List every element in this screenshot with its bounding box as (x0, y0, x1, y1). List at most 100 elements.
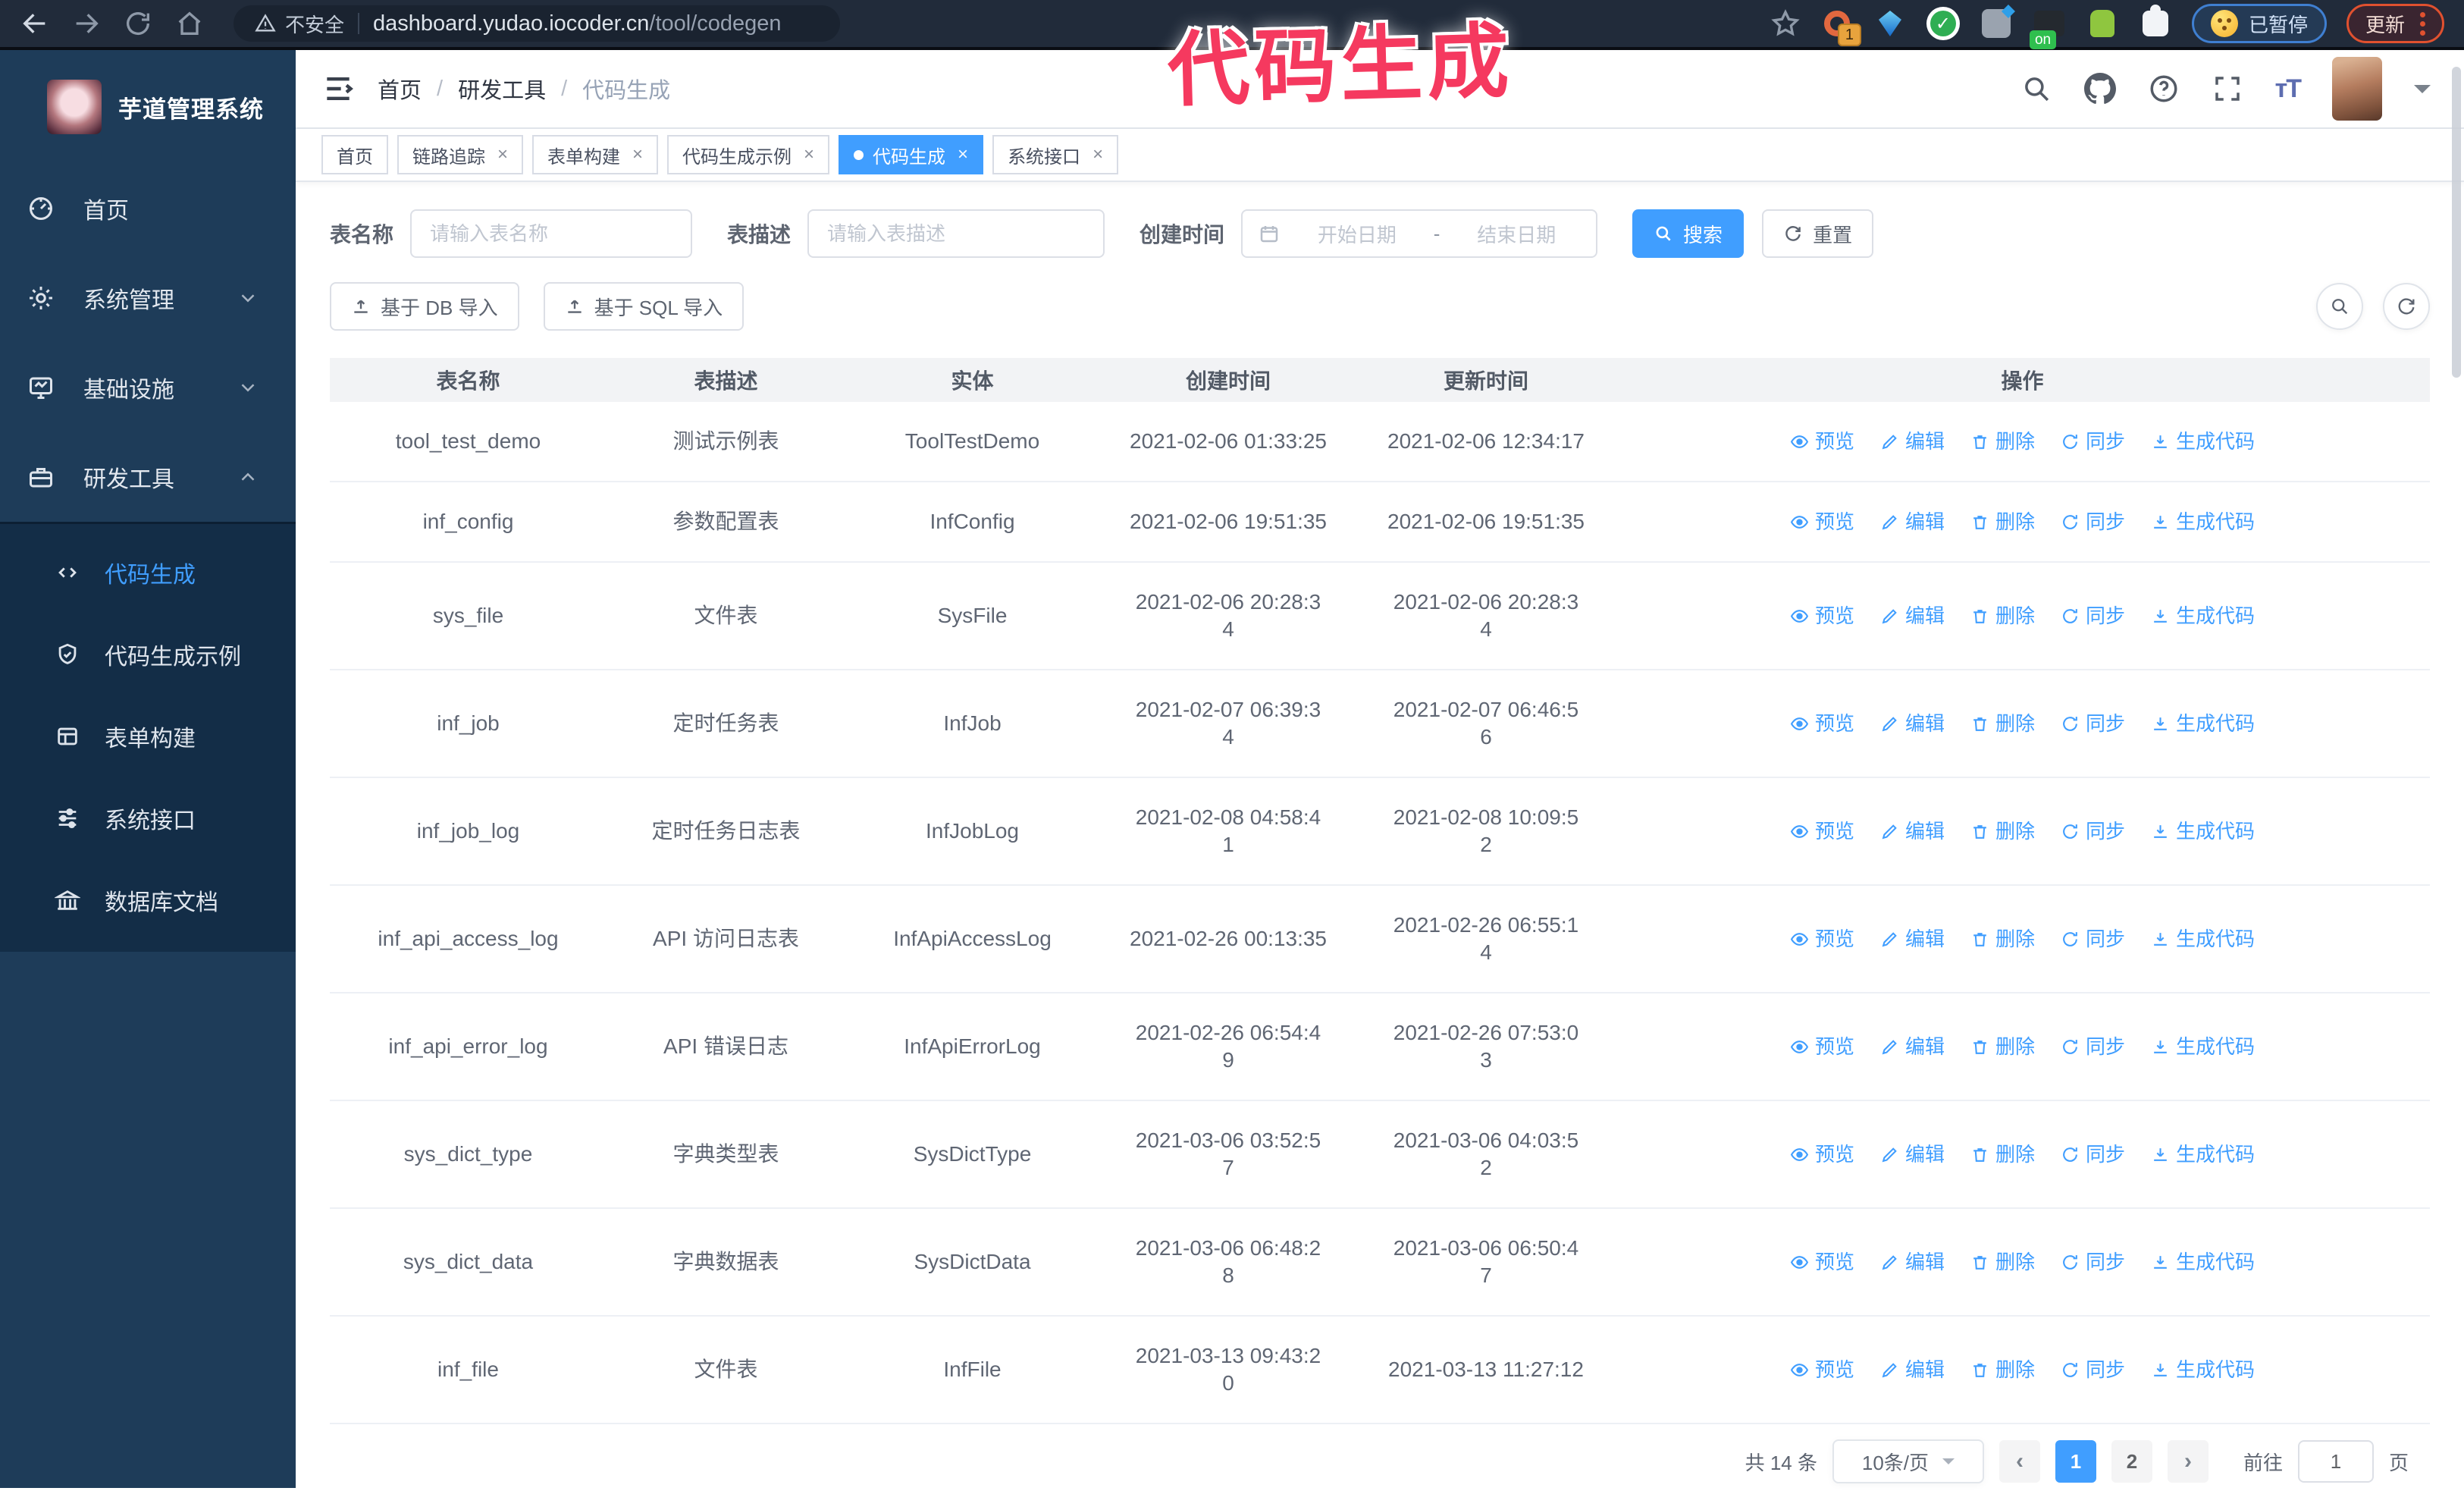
edit-link[interactable]: 编辑 (1880, 508, 1945, 535)
forward-icon[interactable] (71, 8, 102, 39)
edit-link[interactable]: 编辑 (1880, 602, 1945, 629)
next-page-button[interactable]: › (2167, 1440, 2209, 1483)
delete-link[interactable]: 删除 (1970, 1356, 2035, 1383)
preview-link[interactable]: 预览 (1790, 710, 1854, 737)
delete-link[interactable]: 删除 (1970, 925, 2035, 953)
generate-code-link[interactable]: 生成代码 (2151, 508, 2255, 535)
goto-page-input[interactable] (2297, 1440, 2374, 1483)
address-bar[interactable]: 不安全 dashboard.yudao.iocoder.cn/tool/code… (234, 5, 840, 42)
generate-code-link[interactable]: 生成代码 (2151, 1141, 2255, 1168)
search-icon[interactable] (2020, 73, 2052, 105)
url-text[interactable]: dashboard.yudao.iocoder.cn/tool/codegen (373, 11, 782, 36)
sync-link[interactable]: 同步 (2061, 710, 2125, 737)
preview-link[interactable]: 预览 (1790, 1033, 1854, 1060)
search-button[interactable]: 搜索 (1632, 209, 1745, 258)
sidebar-item-form-builder[interactable]: 表单构建 (0, 695, 296, 777)
delete-link[interactable]: 删除 (1970, 508, 2035, 535)
sync-link[interactable]: 同步 (2061, 818, 2125, 845)
preview-link[interactable]: 预览 (1790, 1248, 1854, 1276)
close-icon[interactable]: × (497, 144, 509, 165)
sidebar-item-system-api[interactable]: 系统接口 (0, 777, 296, 859)
security-warning[interactable]: 不安全 (255, 10, 344, 38)
generate-code-link[interactable]: 生成代码 (2151, 925, 2255, 953)
sidebar-item-codegen[interactable]: 代码生成 (0, 532, 296, 614)
prev-page-button[interactable]: ‹ (1998, 1440, 2040, 1483)
font-size-icon[interactable]: тT (2274, 74, 2302, 103)
sidebar-item-infra[interactable]: 基础设施 (0, 343, 296, 432)
tab-codegen-demo[interactable]: 代码生成示例 × (667, 135, 830, 174)
sidebar-item-system[interactable]: 系统管理 (0, 253, 296, 343)
extension-check-icon[interactable]: ✓ (1926, 7, 1960, 40)
sidebar-logo[interactable]: 芋道管理系统 (0, 50, 296, 164)
sidebar-item-devtools[interactable]: 研发工具 (0, 432, 296, 522)
close-icon[interactable]: × (632, 144, 644, 165)
home-icon[interactable] (174, 8, 205, 39)
avatar-caret-down-icon[interactable] (2414, 85, 2431, 102)
sync-link[interactable]: 同步 (2061, 925, 2125, 953)
extension-gem-icon[interactable] (1873, 7, 1907, 40)
edit-link[interactable]: 编辑 (1880, 710, 1945, 737)
generate-code-link[interactable]: 生成代码 (2151, 428, 2255, 455)
db-import-button[interactable]: 基于 DB 导入 (330, 282, 519, 331)
scrollbar-thumb[interactable] (2452, 67, 2461, 378)
generate-code-link[interactable]: 生成代码 (2151, 602, 2255, 629)
delete-link[interactable]: 删除 (1970, 710, 2035, 737)
github-icon[interactable] (2083, 73, 2116, 105)
generate-code-link[interactable]: 生成代码 (2151, 818, 2255, 845)
preview-link[interactable]: 预览 (1790, 508, 1854, 535)
paused-chip[interactable]: 已暂停 (2191, 4, 2327, 43)
sync-link[interactable]: 同步 (2061, 508, 2125, 535)
tab-codegen[interactable]: 代码生成 × (839, 135, 984, 174)
preview-link[interactable]: 预览 (1790, 818, 1854, 845)
delete-link[interactable]: 删除 (1970, 428, 2035, 455)
hamburger-icon[interactable] (321, 72, 355, 105)
reload-icon[interactable] (123, 8, 153, 39)
sync-link[interactable]: 同步 (2061, 602, 2125, 629)
tab-home[interactable]: 首页 (321, 135, 388, 174)
sync-link[interactable]: 同步 (2061, 428, 2125, 455)
tab-tracing[interactable]: 链路追踪 × (397, 135, 524, 174)
sidebar-item-codegen-demo[interactable]: 代码生成示例 (0, 614, 296, 695)
extension-switch-icon[interactable]: on (2029, 7, 2066, 49)
fullscreen-icon[interactable] (2212, 73, 2243, 105)
tab-system-api[interactable]: 系统接口 × (992, 135, 1119, 174)
page-button-2[interactable]: 2 (2111, 1440, 2152, 1483)
preview-link[interactable]: 预览 (1790, 602, 1854, 629)
tab-form-builder[interactable]: 表单构建 × (532, 135, 659, 174)
preview-link[interactable]: 预览 (1790, 428, 1854, 455)
table-desc-input[interactable] (809, 221, 1104, 246)
edit-link[interactable]: 编辑 (1880, 428, 1945, 455)
toggle-search-button[interactable] (2316, 283, 2363, 330)
delete-link[interactable]: 删除 (1970, 1141, 2035, 1168)
close-icon[interactable]: × (1092, 144, 1104, 165)
breadcrumb-devtools[interactable]: 研发工具 (458, 79, 547, 103)
reset-button[interactable]: 重置 (1762, 209, 1874, 258)
close-icon[interactable]: × (804, 144, 815, 165)
table-name-input[interactable] (412, 221, 691, 246)
bookmark-star-icon[interactable] (1770, 8, 1801, 39)
generate-code-link[interactable]: 生成代码 (2151, 1033, 2255, 1060)
delete-link[interactable]: 删除 (1970, 1033, 2035, 1060)
edit-link[interactable]: 编辑 (1880, 1248, 1945, 1276)
generate-code-link[interactable]: 生成代码 (2151, 1248, 2255, 1276)
preview-link[interactable]: 预览 (1790, 1141, 1854, 1168)
edit-link[interactable]: 编辑 (1880, 1141, 1945, 1168)
generate-code-link[interactable]: 生成代码 (2151, 710, 2255, 737)
sync-link[interactable]: 同步 (2061, 1033, 2125, 1060)
page-size-select[interactable]: 10条/页 (1832, 1439, 1984, 1483)
close-icon[interactable]: × (958, 144, 969, 165)
sidebar-item-db-doc[interactable]: 数据库文档 (0, 859, 296, 941)
avatar[interactable] (2332, 57, 2382, 121)
edit-link[interactable]: 编辑 (1880, 818, 1945, 845)
page-button-1[interactable]: 1 (2055, 1440, 2096, 1483)
edit-link[interactable]: 编辑 (1880, 1356, 1945, 1383)
generate-code-link[interactable]: 生成代码 (2151, 1356, 2255, 1383)
edit-link[interactable]: 编辑 (1880, 925, 1945, 953)
edit-link[interactable]: 编辑 (1880, 1033, 1945, 1060)
update-chip[interactable]: 更新 (2346, 4, 2444, 43)
sync-link[interactable]: 同步 (2061, 1248, 2125, 1276)
kebab-menu-icon[interactable] (2420, 11, 2425, 36)
sync-link[interactable]: 同步 (2061, 1356, 2125, 1383)
sql-import-button[interactable]: 基于 SQL 导入 (543, 282, 745, 331)
breadcrumb-home[interactable]: 首页 (378, 79, 422, 103)
